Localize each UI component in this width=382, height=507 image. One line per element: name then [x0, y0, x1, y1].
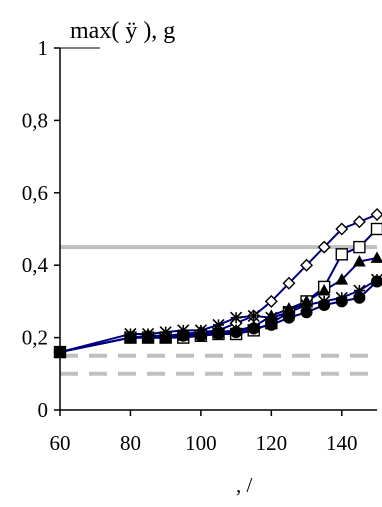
data-point-triangle [335, 273, 349, 285]
data-point-circle [265, 318, 278, 331]
data-point-circle [300, 306, 313, 319]
series-layer [53, 208, 382, 359]
data-point-circle [318, 299, 331, 312]
data-point-square [335, 248, 348, 261]
x-tick-label: 140 [326, 431, 358, 455]
data-point-asterisk [230, 311, 243, 324]
chart-title: max( ÿ ), g [70, 18, 175, 44]
data-point-circle [335, 295, 348, 308]
data-point-circle [247, 322, 260, 335]
data-point-diamond [335, 222, 349, 236]
y-tick-label: 1 [38, 36, 49, 60]
data-point-triangle [317, 284, 331, 296]
data-point-circle [177, 329, 190, 342]
data-point-square [370, 222, 382, 236]
x-tick-label: 120 [256, 431, 288, 455]
ticks: 0 0,2 0,4 0,6 0,8 1 60 80 100 120 140 [22, 36, 358, 455]
y-tick-label: 0,2 [22, 326, 48, 350]
series-line [59, 280, 378, 354]
data-point-circle [142, 331, 155, 344]
y-tick-label: 0,6 [22, 181, 48, 205]
y-tick-label: 0 [38, 398, 49, 422]
data-point-diamond [352, 215, 366, 229]
data-point-asterisk [212, 318, 225, 331]
data-point-circle [124, 331, 137, 344]
series-circle-filled [59, 280, 378, 354]
data-point-circle [353, 291, 366, 304]
data-point-square [353, 240, 366, 254]
x-tick-label: 100 [185, 431, 217, 455]
data-point-asterisk [265, 311, 278, 324]
x-tick-label: 60 [50, 431, 71, 455]
data-point-circle [194, 329, 207, 342]
y-tick-label: 0,4 [22, 253, 49, 277]
data-point-asterisk [353, 284, 366, 297]
data-point-circle [230, 326, 243, 339]
data-point-triangle [353, 255, 366, 267]
data-point-diamond [264, 294, 278, 308]
data-point-triangle [370, 251, 382, 263]
axes [59, 47, 377, 411]
data-point-diamond [370, 208, 382, 222]
series-line [59, 278, 378, 354]
series-line [59, 213, 378, 354]
series-diamond-open [59, 213, 378, 354]
data-point-diamond [282, 276, 296, 290]
data-point-diamond [317, 240, 331, 254]
y-tick-label: 0,8 [22, 108, 48, 132]
data-point-circle [212, 327, 225, 340]
series-markers-asterisk [53, 273, 382, 359]
series-asterisk [59, 278, 378, 354]
data-point-circle [371, 275, 382, 288]
data-point-asterisk [247, 309, 260, 322]
data-point-diamond [300, 258, 314, 272]
x-axis-label: , / [236, 473, 253, 497]
x-tick-label: 80 [120, 431, 141, 455]
reference-lines [60, 245, 377, 376]
data-point-circle [159, 331, 172, 344]
data-point-circle [282, 311, 295, 324]
data-point-asterisk [300, 298, 313, 312]
series-markers-circle-filled [54, 275, 382, 359]
